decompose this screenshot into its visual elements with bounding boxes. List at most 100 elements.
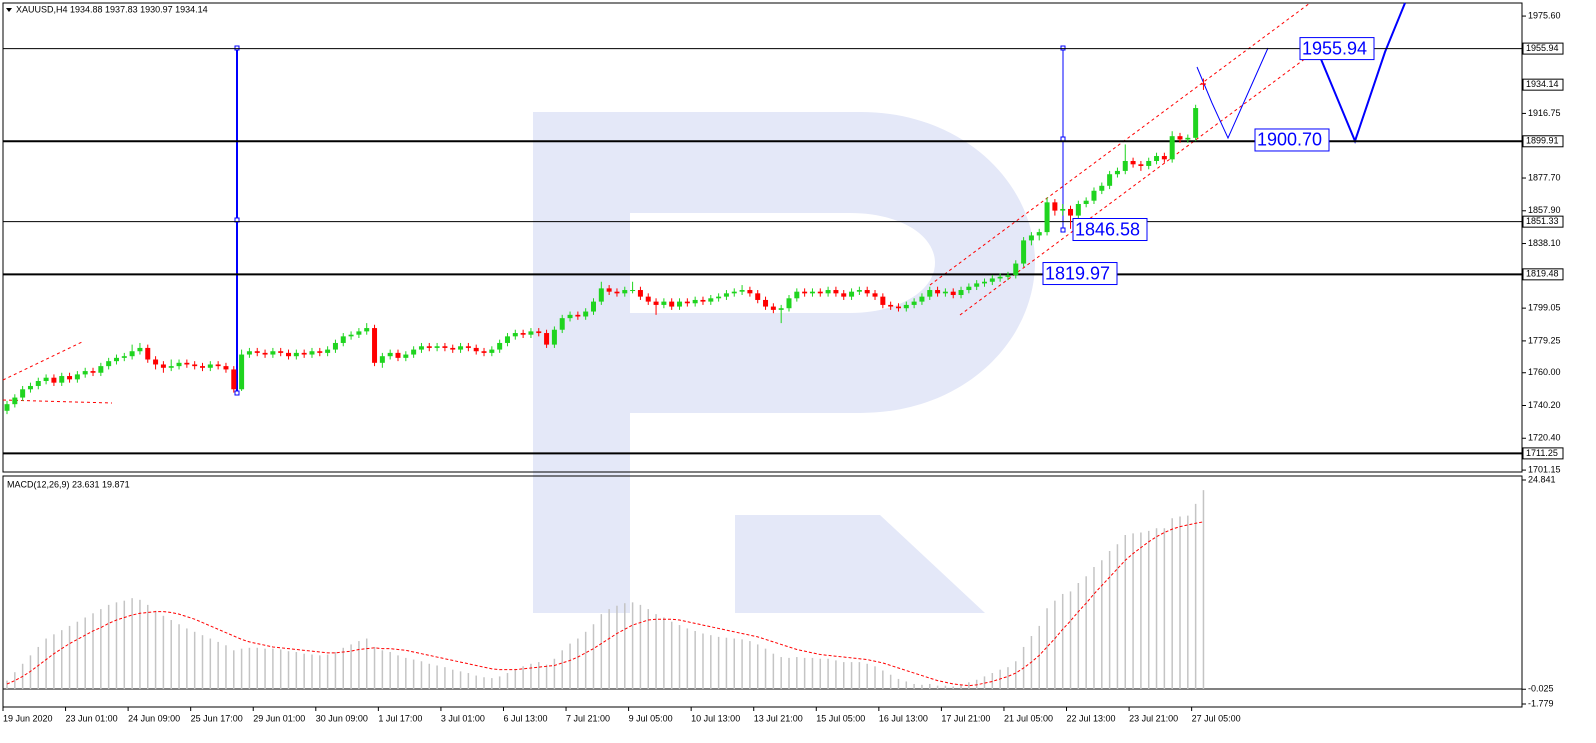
candle-body [1122, 160, 1128, 171]
y-tick-label: 1799.05 [1528, 303, 1561, 313]
candle-body [426, 346, 432, 348]
candle-body [387, 352, 393, 357]
candle-body [872, 293, 878, 297]
candle-body [43, 377, 49, 382]
last-price-label: 1934.14 [1526, 79, 1559, 89]
level-label-box [1522, 268, 1564, 281]
candle-body [309, 351, 315, 355]
candle-body [974, 283, 980, 287]
candle-body [184, 362, 190, 365]
candle-body [1060, 208, 1066, 211]
x-tick-label: 22 Jul 13:00 [1067, 713, 1116, 723]
candle-body [293, 352, 299, 357]
candle-body [1161, 156, 1167, 160]
candle-body [559, 318, 565, 330]
y-tick-label: 1720.40 [1528, 433, 1561, 443]
x-tick-label: 23 Jun 01:00 [66, 713, 118, 723]
candle-body [536, 331, 542, 334]
x-tick-label: 3 Jul 01:00 [441, 713, 485, 723]
candle-body [849, 291, 855, 297]
candle-body [137, 347, 143, 352]
forecast-label: 1846.58 [1075, 219, 1140, 239]
candle-body [982, 281, 987, 284]
last-price-box [1522, 78, 1564, 91]
candle-body [504, 336, 510, 343]
x-tick-label: 13 Jul 21:00 [754, 713, 803, 723]
candle-body [880, 296, 886, 305]
candle-body [551, 329, 557, 345]
candle-body [1052, 202, 1058, 211]
candle-body [411, 349, 417, 355]
candle-body [372, 328, 378, 363]
candle-body [1005, 275, 1011, 277]
candle-body [1091, 190, 1097, 201]
candle-body [755, 293, 761, 300]
candle-body [1177, 136, 1183, 140]
candle-body [833, 290, 839, 294]
candle-body [786, 298, 792, 309]
candle-body [802, 291, 808, 294]
candle-body [684, 301, 690, 304]
candle-body [528, 331, 534, 335]
y-tick-label: 1760.00 [1528, 367, 1561, 377]
candle-body [794, 291, 800, 299]
y-tick-label: 1916.75 [1528, 108, 1561, 118]
anchor [234, 390, 240, 396]
y-tick-label: 24.841 [1528, 474, 1556, 484]
candle-body [332, 342, 338, 350]
candle-body [160, 364, 166, 368]
candle-body [1169, 136, 1175, 160]
candle-body [90, 371, 96, 373]
level-label: 1819.48 [1526, 269, 1559, 279]
y-tick-label: 1838.10 [1528, 238, 1561, 248]
candle-body [1013, 263, 1019, 276]
anchor [234, 45, 240, 51]
candle-body [997, 276, 1003, 279]
candle-body [989, 278, 995, 282]
x-tick-label: 1 Jul 17:00 [378, 713, 422, 723]
x-tick-label: 9 Jul 05:00 [629, 713, 673, 723]
candle-body [512, 333, 518, 337]
y-tick-label: 1779.25 [1528, 335, 1561, 345]
candle-body [731, 291, 737, 294]
forecast-label: 1819.97 [1045, 263, 1110, 283]
candle-body [716, 296, 722, 299]
candle-body [1146, 160, 1152, 166]
candle-body [497, 342, 503, 350]
level-label: 1711.25 [1526, 448, 1558, 458]
candle-body [278, 351, 284, 353]
candle-body [544, 333, 550, 345]
y-tick-label: 1877.70 [1528, 172, 1561, 182]
channel-upper [929, 2, 1311, 286]
forecast-path [1196, 47, 1269, 140]
x-tick-label: 6 Jul 13:00 [503, 713, 547, 723]
candle-body [1130, 160, 1136, 165]
candle-body [739, 290, 745, 292]
y-tick-label: 1857.90 [1528, 205, 1561, 215]
candle-body [763, 299, 769, 307]
x-tick-label: 23 Jul 21:00 [1129, 713, 1178, 723]
candle-body [450, 347, 456, 350]
level-label-box [1522, 42, 1564, 55]
candle-body [700, 299, 706, 302]
candle-body [223, 366, 229, 370]
candle-body [1021, 240, 1027, 264]
x-tick-label: 15 Jul 05:00 [816, 713, 865, 723]
y-tick-label: -0.025 [1528, 684, 1554, 694]
candle-body [246, 351, 252, 355]
candle-body [1075, 204, 1081, 216]
candle-body [669, 301, 675, 307]
macd-title: MACD(12,26,9) 23.631 19.871 [7, 479, 130, 489]
forecast-label-box [1042, 262, 1118, 286]
candle-body [520, 333, 526, 335]
anchor [1060, 45, 1066, 51]
candle-body [12, 397, 18, 405]
main-panel [2, 2, 1523, 473]
candle-body [254, 351, 260, 353]
candle-body [1099, 185, 1105, 191]
candle-body [575, 314, 581, 317]
candle-body [176, 362, 182, 367]
candle-body [262, 352, 268, 355]
candle-body [567, 314, 573, 319]
candle-body [489, 349, 495, 353]
